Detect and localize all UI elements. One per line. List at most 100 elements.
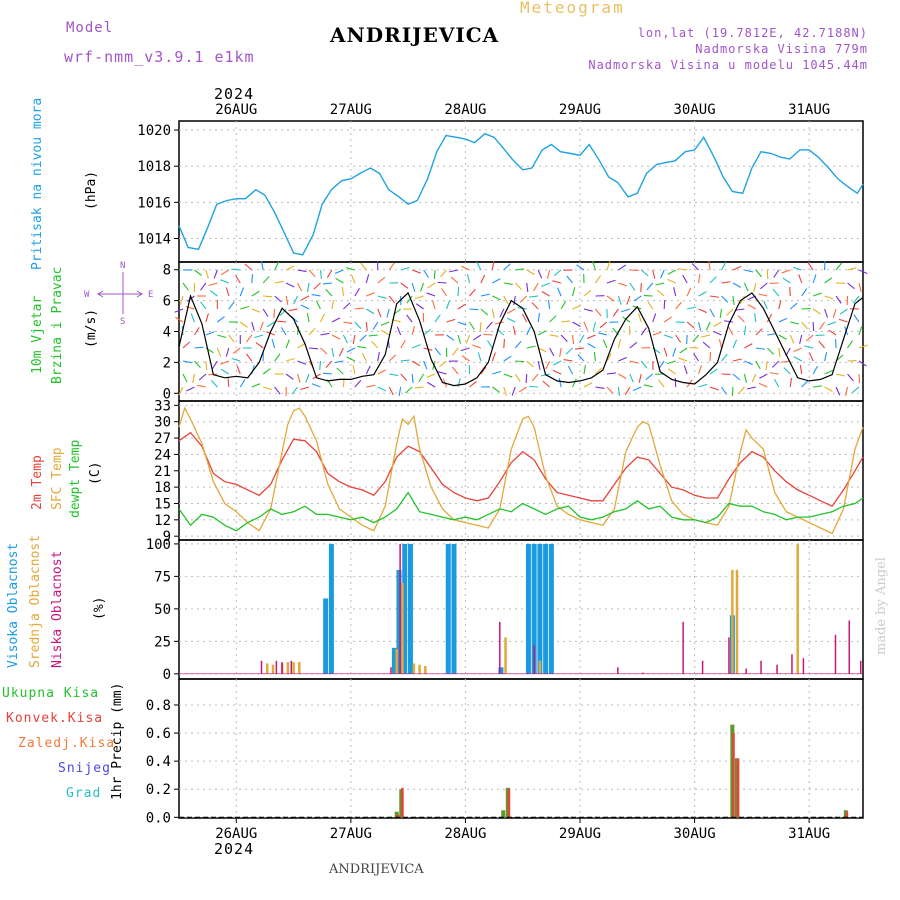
wind-barb — [529, 295, 539, 298]
wind-barb — [744, 269, 754, 273]
wind-barb — [751, 373, 757, 383]
wind-barb — [194, 346, 204, 349]
wind-barb — [721, 295, 729, 303]
wind-barb — [678, 268, 688, 271]
wind-barb — [457, 378, 461, 388]
wind-barb — [182, 373, 188, 383]
temp-series-line-0 — [178, 431, 864, 508]
wind-barb — [377, 386, 387, 392]
wind-barb — [216, 347, 222, 357]
wind-barb — [755, 347, 765, 350]
wind-barb — [698, 365, 703, 375]
wind-barb — [595, 386, 605, 389]
wind-barb — [354, 307, 364, 310]
wind-barb — [743, 282, 749, 292]
wind-barb — [655, 282, 665, 286]
wind-barb — [606, 279, 616, 284]
wind-barb — [228, 334, 235, 343]
cloud-bar — [328, 543, 334, 674]
wind-barb — [713, 321, 722, 327]
pressure-series-line — [178, 132, 864, 256]
cloud-bar — [401, 582, 404, 674]
wind-barb — [858, 360, 867, 367]
cloud-bar — [499, 621, 501, 674]
wind-barb — [227, 377, 230, 388]
wind-barb — [193, 327, 200, 336]
cloud-bar — [735, 569, 739, 674]
wind-barb — [549, 315, 557, 323]
wind-barb — [377, 369, 387, 375]
wind-barb — [721, 261, 727, 271]
wind-barb — [778, 300, 782, 310]
wind-barb — [686, 306, 697, 310]
wind-barb — [732, 358, 742, 362]
wind-barb — [658, 379, 665, 388]
wind-barb — [721, 353, 728, 362]
panel-frame-pressure — [178, 120, 864, 263]
precip-bar — [394, 811, 399, 818]
wind-barb — [778, 347, 781, 357]
wind-barb — [320, 347, 328, 355]
wind-barb — [525, 373, 528, 384]
wind-barb — [228, 301, 235, 310]
wind-barb — [343, 302, 351, 310]
wind-barb — [473, 334, 482, 341]
wind-barb — [592, 261, 596, 271]
wind-barb — [783, 367, 791, 375]
wind-barb — [812, 292, 822, 297]
wind-barb — [322, 282, 333, 285]
model-elevation: Nadmorska Visina u modelu 1045.44m — [588, 58, 868, 72]
cloud-bar — [642, 672, 644, 674]
wind-barb — [297, 282, 303, 292]
wind-barb — [645, 373, 654, 381]
wind-barb — [640, 360, 648, 369]
wind-barb — [396, 326, 402, 336]
wind-barb — [683, 365, 688, 375]
wind-barb — [235, 275, 241, 284]
wind-barb — [439, 360, 447, 367]
cloud-bar — [424, 666, 427, 674]
wind-barb — [552, 280, 562, 284]
wind-barb — [847, 267, 857, 271]
wind-barb — [325, 360, 333, 369]
wind-barb — [274, 280, 284, 284]
wind-barb — [492, 386, 500, 393]
wind-barb — [583, 382, 593, 388]
wind-barb — [308, 327, 316, 336]
wind-barb — [792, 266, 802, 271]
wind-barb — [240, 305, 250, 310]
wind-barb — [335, 277, 344, 284]
wind-barb — [566, 275, 573, 284]
wind-barb — [561, 320, 571, 323]
wind-barb — [743, 326, 747, 336]
cloud-bar — [543, 543, 549, 674]
cloud-bar — [451, 543, 457, 674]
cloud-bar — [538, 660, 542, 674]
y-tick-label: 12 — [154, 513, 171, 529]
wind-barb — [205, 331, 215, 336]
wind-barb — [377, 277, 386, 284]
y-tick-label: 6 — [163, 294, 171, 310]
wind-barb — [732, 373, 741, 381]
wind-barb — [336, 367, 344, 375]
wind-barb — [486, 321, 493, 330]
wind-barb — [621, 308, 631, 313]
wind-barb — [514, 373, 521, 382]
cloud-bar — [548, 543, 554, 674]
wind-barb — [334, 269, 344, 274]
wind-barb — [365, 274, 370, 284]
wind-barb — [411, 344, 421, 349]
wind-barb — [231, 357, 241, 362]
wind-barb — [457, 286, 460, 297]
precip-bar — [732, 733, 735, 818]
x-tick-label-bottom: 26AUG — [215, 826, 257, 842]
wind-barb — [260, 261, 264, 271]
wind-barb — [692, 334, 699, 343]
x-tick-label-bottom: 29AUG — [559, 826, 601, 842]
y-tick-label: 0.2 — [146, 782, 171, 798]
wind-barb — [479, 321, 482, 332]
wind-barb — [513, 295, 516, 305]
y-tick-label: 1016 — [137, 195, 171, 211]
wind-barb — [377, 352, 380, 362]
cloud-bar — [498, 667, 504, 674]
